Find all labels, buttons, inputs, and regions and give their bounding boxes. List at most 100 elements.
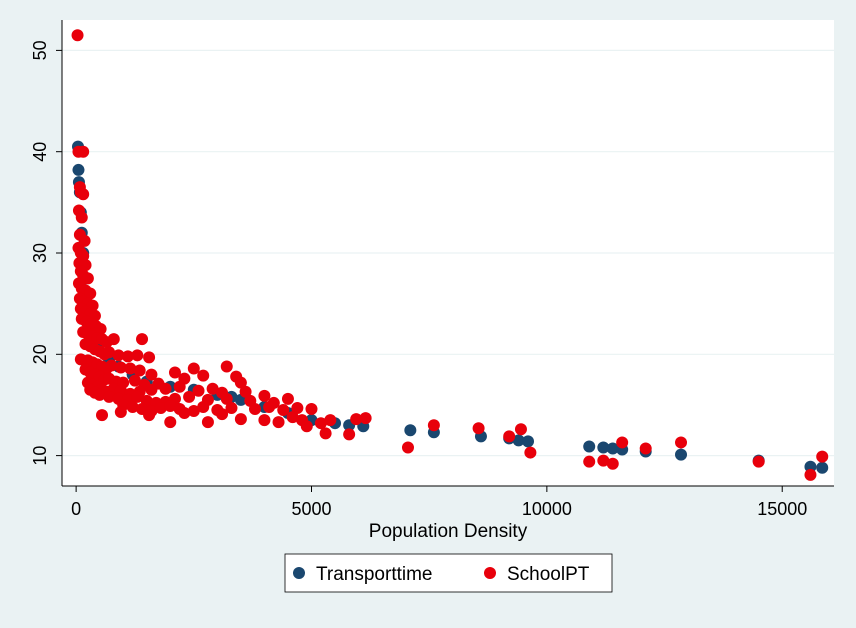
schoolpt-point <box>359 412 372 425</box>
schoolpt-point <box>84 287 97 300</box>
schoolpt-point <box>281 392 294 405</box>
schoolpt-point <box>93 388 106 401</box>
schoolpt-point <box>239 385 252 398</box>
schoolpt-point <box>114 361 127 374</box>
schoolpt-point <box>145 368 158 381</box>
x-axis-title: Population Density <box>369 521 528 542</box>
transporttime-point <box>597 441 610 454</box>
schoolpt-point <box>350 413 363 426</box>
schoolpt-point <box>178 407 191 420</box>
schoolpt-point <box>514 423 527 436</box>
schoolpt-point <box>173 380 186 393</box>
schoolpt-point <box>216 408 229 421</box>
schoolpt-point <box>168 366 181 379</box>
x-tick-label: 0 <box>71 499 81 519</box>
legend-box <box>284 553 613 593</box>
schoolpt-point <box>220 360 233 373</box>
schoolpt-point <box>103 346 116 359</box>
schoolpt-point <box>291 401 304 414</box>
schoolpt-point <box>258 414 271 427</box>
schoolpt-point <box>597 454 610 467</box>
schoolpt-point <box>675 436 688 449</box>
legend-label: SchoolPT <box>507 564 590 585</box>
schoolpt-point <box>154 401 167 414</box>
schoolpt-point <box>187 405 200 418</box>
schoolpt-point <box>192 384 205 397</box>
schoolpt-point <box>197 400 210 413</box>
schoolpt-point <box>112 349 125 362</box>
y-tick-label: 40 <box>30 142 50 162</box>
schoolpt-point <box>133 364 146 377</box>
schoolpt-point <box>606 457 619 470</box>
schoolpt-point <box>816 450 829 463</box>
schoolpt-point <box>300 420 313 433</box>
schoolpt-point <box>143 351 156 364</box>
schoolpt-point <box>126 400 139 413</box>
schoolpt-point <box>249 403 261 416</box>
x-tick-label: 15000 <box>757 499 807 519</box>
schoolpt-point <box>752 455 765 468</box>
transporttime-point <box>404 424 417 437</box>
schoolpt-point <box>201 416 214 429</box>
schoolpt-point <box>114 406 127 419</box>
schoolpt-point <box>277 404 290 417</box>
schoolpt-point <box>77 188 90 201</box>
schoolpt-point <box>319 427 332 440</box>
schoolpt-point <box>164 416 177 429</box>
transporttime-point <box>522 435 535 448</box>
transporttime-point <box>606 442 619 455</box>
schoolpt-point <box>472 422 485 435</box>
schoolpt-point <box>343 428 356 441</box>
schoolpt-point <box>145 383 158 396</box>
schoolpt-point <box>105 359 118 372</box>
legend-marker <box>293 567 305 579</box>
transporttime-point <box>512 434 525 447</box>
schoolpt-point <box>206 382 219 395</box>
transporttime-point <box>816 461 829 474</box>
legend: Transporttime SchoolPT <box>284 553 613 593</box>
schoolpt-point <box>71 29 84 42</box>
schoolpt-point <box>804 468 817 481</box>
schoolpt-point <box>272 416 285 429</box>
axes: 10 20 30 40 50 0 5000 10000 15000 <box>30 20 834 519</box>
schoolpt-point <box>75 211 88 224</box>
schoolpt-point <box>81 272 94 285</box>
schoolpt-point <box>324 414 337 427</box>
transporttime-point <box>72 163 85 176</box>
schoolpt-point <box>183 390 196 403</box>
schoolpt-point <box>131 349 144 362</box>
schoolpt-point <box>524 446 537 459</box>
schoolpt-point <box>583 455 596 468</box>
x-tick-label: 10000 <box>522 499 572 519</box>
schoolpt-point <box>234 413 247 426</box>
schoolpt-point <box>124 362 137 375</box>
schoolpt-point <box>121 350 134 363</box>
schoolpt-point <box>77 145 90 158</box>
x-tick-label: 5000 <box>291 499 331 519</box>
schoolpt-point <box>305 403 318 416</box>
schoolpt-point <box>187 362 200 375</box>
schoolpt-point <box>164 399 177 412</box>
schoolpt-point <box>427 419 440 432</box>
schoolpt-point <box>258 389 271 402</box>
schoolpt-point <box>136 333 149 346</box>
schoolpt-point <box>616 436 629 449</box>
y-tick-label: 20 <box>30 344 50 364</box>
schoolpt-point <box>234 376 247 389</box>
legend-marker <box>484 567 496 579</box>
schoolpt-point <box>197 369 210 382</box>
schoolpt-point <box>314 417 327 430</box>
schoolpt-point <box>263 400 276 413</box>
schoolpt-point <box>107 333 120 346</box>
schoolpt-point <box>639 442 652 455</box>
schoolpt-point <box>96 409 109 422</box>
schoolpt-point <box>94 322 107 335</box>
legend-label: Transporttime <box>316 564 433 585</box>
schoolpt-point <box>131 390 144 403</box>
transporttime-point <box>583 440 596 453</box>
schoolpt-point <box>159 382 172 395</box>
schoolpt-point <box>103 390 116 403</box>
schoolpt-point <box>143 409 156 422</box>
